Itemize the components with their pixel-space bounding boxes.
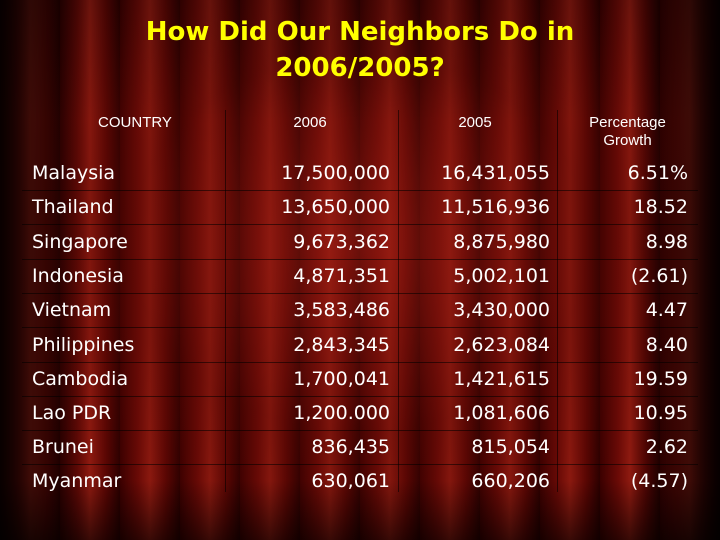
value-2005-cell: 11,516,936 <box>441 196 550 218</box>
row-divider <box>22 190 698 191</box>
row-divider <box>22 430 698 431</box>
value-2005-cell: 5,002,101 <box>453 265 550 287</box>
value-2005-cell: 660,206 <box>471 470 550 492</box>
row-divider <box>22 293 698 294</box>
value-2006-cell: 3,583,486 <box>293 299 390 321</box>
country-cell: Malaysia <box>32 162 116 184</box>
value-2006-cell: 1,700,041 <box>293 368 390 390</box>
header-growth-line-1: Percentage <box>589 114 666 131</box>
table-row: Indonesia 4,871,351 5,002,101 (2.61) <box>0 262 720 296</box>
country-cell: Thailand <box>32 196 114 218</box>
row-divider <box>22 224 698 225</box>
title-line-1: How Did Our Neighbors Do in <box>145 17 575 47</box>
row-divider <box>22 396 698 397</box>
value-2005-cell: 16,431,055 <box>441 162 550 184</box>
column-divider <box>225 110 226 492</box>
value-2006-cell: 4,871,351 <box>293 265 390 287</box>
value-2005-cell: 3,430,000 <box>453 299 550 321</box>
column-divider <box>398 110 399 492</box>
header-country: COUNTRY <box>98 114 172 131</box>
growth-cell: 8.98 <box>645 231 688 253</box>
table-row: Cambodia 1,700,041 1,421,615 19.59 <box>0 365 720 399</box>
column-divider <box>557 110 558 492</box>
growth-cell: 6.51% <box>627 162 688 184</box>
header-growth: Percentage Growth <box>560 114 695 150</box>
row-divider <box>22 327 698 328</box>
slide-title: How Did Our Neighbors Do in 2006/2005? <box>60 14 660 86</box>
table-row: Myanmar 630,061 660,206 (4.57) <box>0 467 720 501</box>
table-row: Philippines 2,843,345 2,623,084 8.40 <box>0 331 720 365</box>
country-cell: Cambodia <box>32 368 129 390</box>
country-cell: Vietnam <box>32 299 112 321</box>
value-2005-cell: 8,875,980 <box>453 231 550 253</box>
row-divider <box>22 259 698 260</box>
value-2006-cell: 630,061 <box>311 470 390 492</box>
growth-cell: 8.40 <box>645 334 688 356</box>
value-2005-cell: 1,081,606 <box>453 402 550 424</box>
table-row: Malaysia 17,500,000 16,431,055 6.51% <box>0 159 720 193</box>
value-2006-cell: 9,673,362 <box>293 231 390 253</box>
growth-cell: 18.52 <box>633 196 688 218</box>
table-row: Brunei 836,435 815,054 2.62 <box>0 433 720 467</box>
growth-cell: (4.57) <box>630 470 688 492</box>
value-2006-cell: 1,200.000 <box>293 402 390 424</box>
growth-cell: (2.61) <box>630 265 688 287</box>
table-row: Singapore 9,673,362 8,875,980 8.98 <box>0 228 720 262</box>
growth-cell: 10.95 <box>633 402 688 424</box>
value-2006-cell: 2,843,345 <box>293 334 390 356</box>
value-2006-cell: 17,500,000 <box>281 162 390 184</box>
value-2006-cell: 836,435 <box>311 436 390 458</box>
growth-cell: 2.62 <box>645 436 688 458</box>
country-cell: Brunei <box>32 436 94 458</box>
value-2005-cell: 2,623,084 <box>453 334 550 356</box>
header-growth-line-2: Growth <box>603 132 652 149</box>
country-cell: Lao PDR <box>32 402 112 424</box>
value-2006-cell: 13,650,000 <box>281 196 390 218</box>
row-divider <box>22 464 698 465</box>
country-cell: Myanmar <box>32 470 122 492</box>
country-cell: Indonesia <box>32 265 124 287</box>
value-2005-cell: 1,421,615 <box>453 368 550 390</box>
country-cell: Philippines <box>32 334 135 356</box>
table-row: Vietnam 3,583,486 3,430,000 4.47 <box>0 296 720 330</box>
growth-cell: 4.47 <box>645 299 688 321</box>
table-row: Lao PDR 1,200.000 1,081,606 10.95 <box>0 399 720 433</box>
title-line-2: 2006/2005? <box>275 53 445 83</box>
row-divider <box>22 362 698 363</box>
table-row: Thailand 13,650,000 11,516,936 18.52 <box>0 193 720 227</box>
header-2006: 2006 <box>293 114 327 131</box>
value-2005-cell: 815,054 <box>471 436 550 458</box>
header-2005: 2005 <box>458 114 492 131</box>
country-cell: Singapore <box>32 231 128 253</box>
growth-cell: 19.59 <box>633 368 688 390</box>
